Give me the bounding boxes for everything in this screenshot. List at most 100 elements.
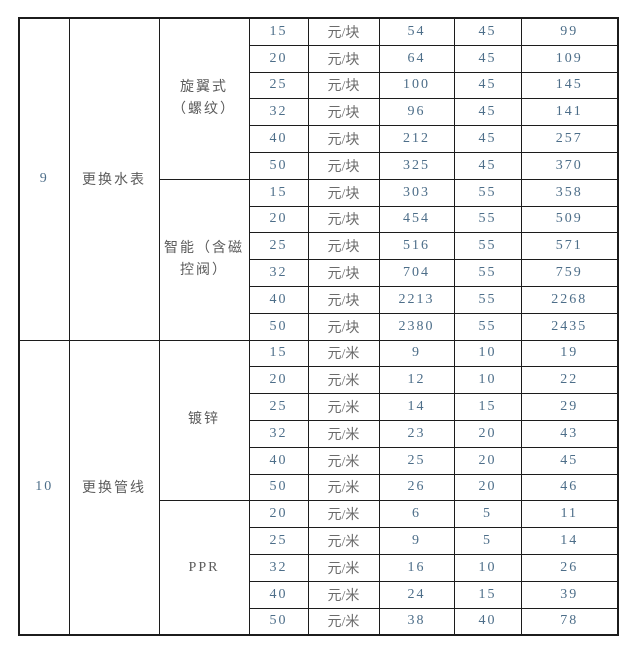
unit-cell: 元/块 [307,98,380,127]
unit-cell: 元/块 [307,285,380,314]
total-cell: 509 [520,205,619,234]
total-cell: 759 [520,259,619,287]
group-name-cell: 镀锌 [158,339,250,502]
table-row: 9 更换水表 旋翼式 （螺纹） 15 元/块 54 45 99 [18,17,619,341]
total-cell: 370 [520,151,619,180]
table-row: 50 元/米 26 20 46 [19,473,619,502]
size-cell: 32 [248,553,309,582]
size-cell: 15 [248,178,309,207]
category-cell: 更换管线 [68,339,160,636]
price1-cell: 14 [378,393,455,421]
category-cell: 更换水表 [68,17,160,341]
price1-cell: 64 [378,44,455,73]
table-row: 10 更换管线 镀锌 15 元/米 9 10 19 [18,339,619,636]
total-cell: 43 [520,419,619,448]
price2-cell: 10 [453,553,522,582]
size-cell: 40 [248,125,309,153]
table-row: 40 元/块 212 45 257 [19,125,619,153]
price2-cell: 10 [453,339,522,368]
size-cell: 20 [248,366,309,395]
price2-cell: 45 [453,71,522,100]
size-cell: 15 [248,17,309,46]
price2-cell: 55 [453,285,522,314]
group-name-cell: PPR [158,500,250,636]
total-cell: 257 [520,125,619,153]
group-name-cell: 旋翼式 （螺纹） [158,17,250,180]
total-cell: 99 [520,17,619,46]
size-cell: 20 [248,44,309,73]
price1-cell: 9 [378,339,455,368]
size-cell: 25 [248,527,309,555]
price2-cell: 40 [453,607,522,636]
price1-cell: 23 [378,419,455,448]
price2-cell: 20 [453,473,522,502]
unit-cell: 元/块 [307,312,380,341]
group-name-line: 智能（含磁 [164,240,244,256]
unit-cell: 元/米 [307,339,380,368]
price1-cell: 16 [378,553,455,582]
table-row: 50 元/米 38 40 78 [19,607,619,636]
size-cell: 25 [248,393,309,421]
size-cell: 32 [248,259,309,287]
unit-cell: 元/米 [307,607,380,636]
price1-cell: 25 [378,446,455,475]
price1-cell: 100 [378,71,455,100]
price2-cell: 55 [453,178,522,207]
table-row: PPR 20 元/米 6 5 11 [19,500,619,636]
table-row: 25 元/块 100 45 145 [19,71,619,100]
group-name-line: 旋翼式 [180,79,228,95]
total-cell: 39 [520,580,619,609]
unit-cell: 元/米 [307,500,380,529]
total-cell: 46 [520,473,619,502]
group-name-line: 镀锌 [188,412,220,428]
size-cell: 50 [248,151,309,180]
price1-cell: 12 [378,366,455,395]
price1-cell: 38 [378,607,455,636]
table-row: 20 元/块 64 45 109 [19,44,619,73]
unit-cell: 元/米 [307,553,380,582]
table-row: 40 元/米 24 15 39 [19,580,619,609]
total-cell: 19 [520,339,619,368]
total-cell: 109 [520,44,619,73]
group-name-line: PPR [188,559,220,575]
unit-cell: 元/块 [307,178,380,207]
price2-cell: 45 [453,98,522,127]
price2-cell: 20 [453,446,522,475]
price2-cell: 55 [453,259,522,287]
size-cell: 32 [248,419,309,448]
price1-cell: 6 [378,500,455,529]
total-cell: 2435 [520,312,619,341]
total-cell: 2268 [520,285,619,314]
unit-cell: 元/块 [307,259,380,287]
total-cell: 14 [520,527,619,555]
size-cell: 40 [248,285,309,314]
table-row: 40 元/块 2213 55 2268 [19,285,619,314]
price1-cell: 2213 [378,285,455,314]
price2-cell: 55 [453,232,522,261]
price2-cell: 45 [453,44,522,73]
price2-cell: 45 [453,151,522,180]
unit-cell: 元/块 [307,232,380,261]
price1-cell: 303 [378,178,455,207]
total-cell: 45 [520,446,619,475]
total-cell: 141 [520,98,619,127]
price1-cell: 54 [378,17,455,46]
unit-cell: 元/米 [307,446,380,475]
price-table-body: 9 更换水表 旋翼式 （螺纹） 15 元/块 54 45 99 20 元/块 64 45 109 25 元/块… [18,17,619,636]
table-row: 20 元/块 454 55 509 [19,205,619,234]
table-row: 20 元/米 12 10 22 [19,366,619,395]
row-number-cell: 10 [18,339,70,636]
size-cell: 20 [248,205,309,234]
size-cell: 25 [248,71,309,100]
unit-cell: 元/米 [307,419,380,448]
size-cell: 20 [248,500,309,529]
unit-cell: 元/块 [307,44,380,73]
row-number-cell: 9 [18,17,70,341]
table-row: 32 元/块 704 55 759 [19,259,619,287]
unit-cell: 元/块 [307,205,380,234]
size-cell: 15 [248,339,309,368]
total-cell: 145 [520,71,619,100]
group-name-line: （螺纹） [172,101,236,117]
price1-cell: 516 [378,232,455,261]
price1-cell: 2380 [378,312,455,341]
